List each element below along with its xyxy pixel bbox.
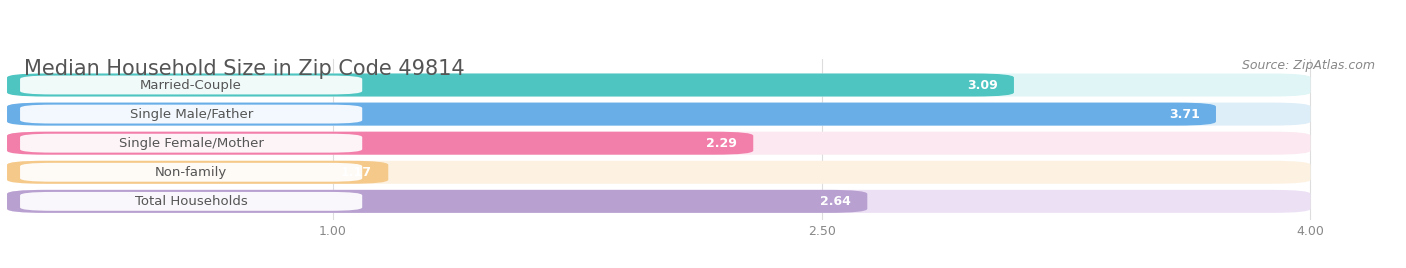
FancyBboxPatch shape — [20, 163, 363, 182]
Text: Single Male/Father: Single Male/Father — [129, 107, 253, 121]
Text: 3.09: 3.09 — [967, 79, 998, 91]
Text: Source: ZipAtlas.com: Source: ZipAtlas.com — [1243, 59, 1375, 72]
FancyBboxPatch shape — [7, 161, 388, 184]
FancyBboxPatch shape — [20, 192, 363, 211]
Text: Married-Couple: Married-Couple — [141, 79, 242, 91]
FancyBboxPatch shape — [7, 73, 1310, 96]
Text: Non-family: Non-family — [155, 166, 228, 179]
FancyBboxPatch shape — [7, 132, 754, 155]
Text: Median Household Size in Zip Code 49814: Median Household Size in Zip Code 49814 — [24, 59, 464, 79]
FancyBboxPatch shape — [20, 76, 363, 94]
Text: 2.64: 2.64 — [820, 195, 851, 208]
FancyBboxPatch shape — [20, 105, 363, 124]
Text: 1.17: 1.17 — [342, 166, 373, 179]
Text: Total Households: Total Households — [135, 195, 247, 208]
Text: 2.29: 2.29 — [706, 137, 737, 150]
FancyBboxPatch shape — [7, 132, 1310, 155]
FancyBboxPatch shape — [7, 161, 1310, 184]
Text: 3.71: 3.71 — [1168, 107, 1199, 121]
FancyBboxPatch shape — [7, 190, 1310, 213]
FancyBboxPatch shape — [7, 103, 1310, 126]
Text: Single Female/Mother: Single Female/Mother — [118, 137, 263, 150]
FancyBboxPatch shape — [7, 190, 868, 213]
FancyBboxPatch shape — [7, 73, 1014, 96]
FancyBboxPatch shape — [7, 103, 1216, 126]
FancyBboxPatch shape — [20, 134, 363, 152]
